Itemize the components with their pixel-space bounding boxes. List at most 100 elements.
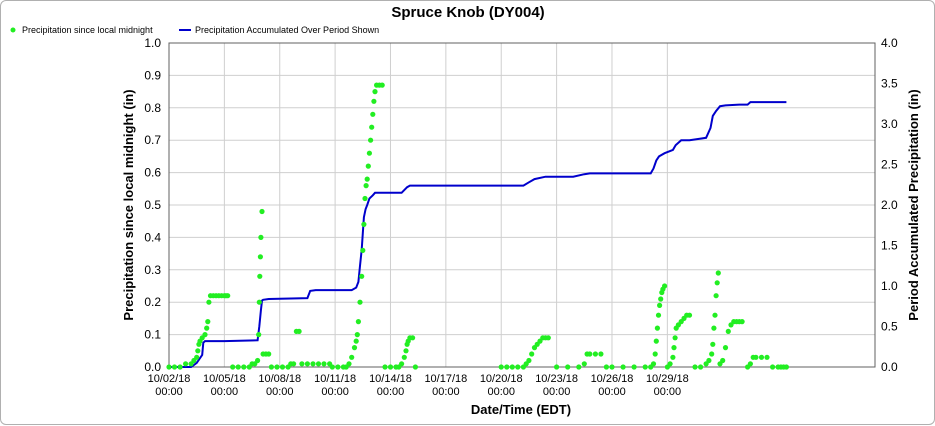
x-tick-time: 00:00 — [432, 386, 460, 398]
data-point — [714, 280, 720, 286]
data-point — [652, 351, 658, 357]
data-point — [515, 364, 521, 370]
y-tick-label: 1.0 — [144, 36, 161, 50]
data-point — [764, 354, 770, 360]
data-point — [720, 357, 726, 364]
data-point — [753, 354, 759, 360]
data-point — [592, 351, 599, 357]
data-point — [235, 364, 241, 370]
y2-tick-label: 1.0 — [881, 279, 898, 293]
data-point — [304, 361, 310, 367]
data-point — [609, 364, 615, 370]
x-tick-time: 00:00 — [377, 386, 405, 398]
x-tick-time: 00:00 — [321, 386, 349, 398]
data-point — [258, 234, 264, 240]
y2-tick-label: 0.0 — [881, 360, 898, 374]
data-point — [655, 312, 662, 318]
x-tick-time: 00:00 — [654, 386, 682, 398]
data-point — [355, 319, 361, 325]
data-point — [581, 361, 587, 367]
data-point — [266, 351, 272, 357]
data-point — [653, 338, 659, 344]
x-tick-time: 00:00 — [155, 386, 183, 398]
y-axis-right-title: Period Accumulated Precipitation (in) — [906, 89, 921, 320]
data-point — [747, 361, 754, 367]
data-point — [206, 299, 212, 305]
y-axis-right-ticks: 0.0 0.5 1.0 1.5 2.0 2.5 3.0 3.5 4.0 — [881, 36, 898, 374]
data-point — [357, 299, 363, 305]
x-tick-time: 00:00 — [487, 386, 515, 398]
data-point — [256, 299, 262, 305]
legend: Precipitation since local midnight Preci… — [10, 25, 379, 35]
data-point — [711, 325, 717, 331]
data-point — [603, 364, 610, 370]
y-tick-label: 0.4 — [144, 230, 161, 244]
data-point — [722, 345, 729, 351]
x-tick-date: 10/02/18 — [148, 373, 191, 385]
data-point — [713, 293, 719, 299]
data-point — [554, 364, 560, 370]
data-point — [364, 176, 370, 182]
data-point — [363, 183, 369, 189]
y-tick-label: 0.1 — [144, 328, 161, 342]
data-point — [353, 338, 359, 344]
data-point — [403, 348, 409, 354]
data-point — [335, 364, 341, 370]
series-daily-points — [166, 82, 790, 370]
data-point — [362, 195, 368, 202]
x-tick-date: 10/11/18 — [314, 373, 356, 385]
x-tick-date: 10/26/18 — [591, 373, 634, 385]
data-point — [692, 364, 698, 370]
data-point — [257, 254, 263, 260]
data-point — [204, 325, 210, 331]
data-point — [670, 354, 676, 360]
y2-tick-label: 0.5 — [881, 320, 898, 334]
data-point — [526, 357, 532, 364]
data-point — [529, 351, 535, 357]
data-point — [658, 296, 664, 302]
data-point — [268, 364, 274, 370]
data-point — [257, 273, 263, 279]
data-point — [504, 364, 510, 370]
x-tick-time: 00:00 — [598, 386, 626, 398]
data-point — [672, 335, 678, 341]
data-point — [662, 283, 668, 289]
data-point — [382, 364, 388, 370]
data-point — [715, 270, 721, 276]
data-point — [241, 364, 247, 370]
data-point — [709, 351, 715, 357]
x-tick-date: 10/08/18 — [258, 373, 301, 385]
data-point — [296, 328, 302, 334]
data-point — [620, 364, 626, 370]
data-point — [698, 364, 704, 370]
data-point — [315, 361, 322, 367]
y2-tick-label: 1.5 — [881, 239, 898, 253]
data-point — [686, 312, 693, 318]
y-tick-label: 0.0 — [144, 360, 161, 374]
data-point — [360, 247, 366, 253]
data-point — [370, 111, 376, 117]
data-point — [565, 364, 571, 370]
data-point — [509, 364, 515, 370]
data-point — [177, 364, 183, 370]
data-point — [498, 364, 504, 370]
grid — [168, 42, 875, 368]
data-point — [351, 345, 358, 351]
data-point — [545, 335, 551, 341]
data-point — [739, 319, 745, 325]
x-tick-date: 10/05/18 — [203, 373, 246, 385]
data-point — [230, 364, 236, 370]
data-point — [279, 364, 286, 370]
data-point — [291, 361, 297, 367]
data-point — [587, 351, 593, 357]
legend-marker-precip-daily — [10, 27, 16, 33]
data-point — [631, 364, 637, 370]
chart-title: Spruce Knob (DY004) — [391, 4, 544, 21]
data-point — [399, 361, 405, 367]
data-point — [379, 82, 385, 88]
data-point — [758, 354, 765, 360]
x-tick-date: 10/29/18 — [646, 373, 689, 385]
y-tick-label: 0.3 — [144, 263, 161, 277]
data-point — [371, 98, 377, 104]
